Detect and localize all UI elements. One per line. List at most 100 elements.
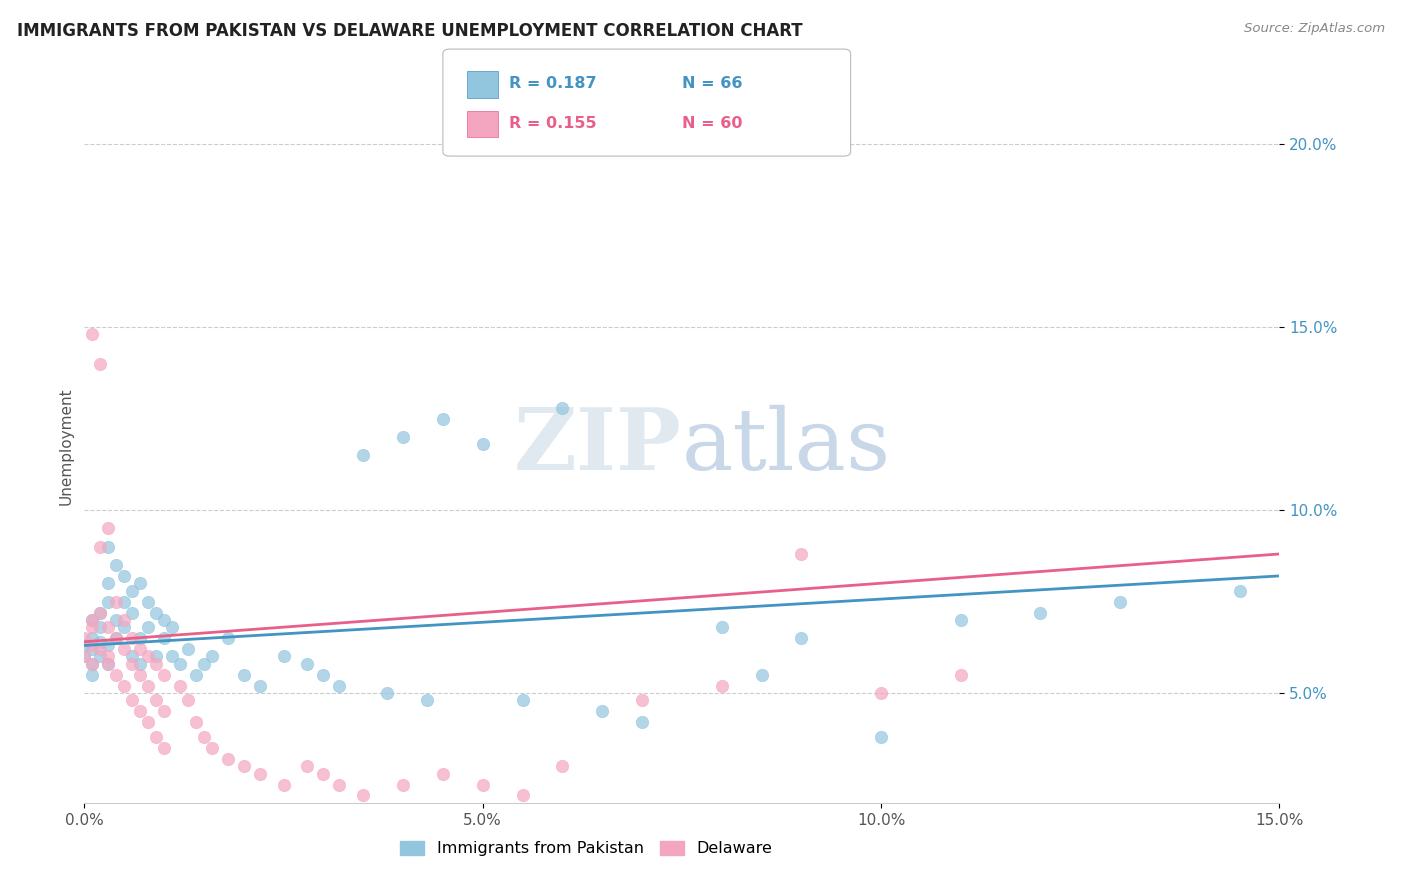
Point	[73, 631, 96, 645]
Point	[471, 777, 494, 791]
Text: N = 66: N = 66	[682, 77, 742, 91]
Point	[136, 620, 159, 634]
Point	[551, 401, 574, 415]
Point	[97, 620, 120, 634]
Point	[153, 631, 176, 645]
Point	[153, 613, 176, 627]
Point	[89, 634, 111, 648]
Point	[710, 620, 733, 634]
Point	[89, 606, 111, 620]
Point	[201, 740, 224, 755]
Point	[169, 679, 191, 693]
Point	[82, 642, 104, 657]
Point	[432, 411, 454, 425]
Point	[89, 620, 111, 634]
Point	[249, 679, 271, 693]
Point	[121, 657, 143, 671]
Point	[112, 569, 135, 583]
Point	[153, 667, 176, 681]
Point	[82, 631, 104, 645]
Point	[153, 704, 176, 718]
Point	[89, 357, 111, 371]
Point	[136, 679, 159, 693]
Point	[273, 649, 295, 664]
Point	[105, 631, 128, 645]
Point	[89, 606, 111, 620]
Point	[129, 657, 152, 671]
Point	[352, 789, 374, 803]
Point	[177, 693, 200, 707]
Point	[328, 777, 350, 791]
Point	[512, 693, 534, 707]
Point	[631, 715, 654, 730]
Point	[297, 759, 319, 773]
Point	[145, 693, 167, 707]
Point	[392, 430, 415, 444]
Point	[89, 649, 111, 664]
Point	[790, 631, 813, 645]
Point	[512, 789, 534, 803]
Point	[121, 693, 143, 707]
Text: ZIP: ZIP	[515, 404, 682, 488]
Point	[73, 649, 96, 664]
Point	[392, 777, 415, 791]
Point	[121, 606, 143, 620]
Point	[121, 583, 143, 598]
Legend: Immigrants from Pakistan, Delaware: Immigrants from Pakistan, Delaware	[394, 834, 779, 863]
Point	[97, 594, 120, 608]
Point	[112, 679, 135, 693]
Point	[1109, 594, 1132, 608]
Point	[97, 521, 120, 535]
Text: atlas: atlas	[682, 404, 891, 488]
Point	[129, 704, 152, 718]
Point	[82, 613, 104, 627]
Point	[184, 667, 207, 681]
Point	[129, 642, 152, 657]
Point	[73, 649, 96, 664]
Point	[97, 657, 120, 671]
Point	[249, 766, 271, 780]
Point	[112, 613, 135, 627]
Point	[352, 448, 374, 462]
Point	[591, 704, 613, 718]
Point	[160, 649, 183, 664]
Point	[217, 631, 239, 645]
Text: N = 60: N = 60	[682, 116, 742, 130]
Point	[193, 730, 215, 744]
Point	[169, 657, 191, 671]
Point	[471, 437, 494, 451]
Point	[82, 639, 104, 653]
Point	[1229, 583, 1251, 598]
Point	[112, 594, 135, 608]
Y-axis label: Unemployment: Unemployment	[58, 387, 73, 505]
Point	[82, 657, 104, 671]
Point	[201, 649, 224, 664]
Point	[153, 740, 176, 755]
Point	[105, 594, 128, 608]
Point	[82, 613, 104, 627]
Point	[136, 715, 159, 730]
Point	[631, 693, 654, 707]
Point	[112, 620, 135, 634]
Point	[112, 642, 135, 657]
Point	[312, 667, 335, 681]
Point	[751, 667, 773, 681]
Point	[82, 327, 104, 342]
Point	[82, 667, 104, 681]
Point	[297, 657, 319, 671]
Point	[105, 613, 128, 627]
Point	[870, 686, 893, 700]
Point	[273, 777, 295, 791]
Point	[105, 631, 128, 645]
Point	[105, 667, 128, 681]
Point	[97, 540, 120, 554]
Point	[1029, 606, 1052, 620]
Point	[328, 679, 350, 693]
Point	[89, 540, 111, 554]
Point	[790, 547, 813, 561]
Point	[97, 576, 120, 591]
Point	[82, 620, 104, 634]
Point	[129, 667, 152, 681]
Point	[73, 639, 96, 653]
Point	[89, 642, 111, 657]
